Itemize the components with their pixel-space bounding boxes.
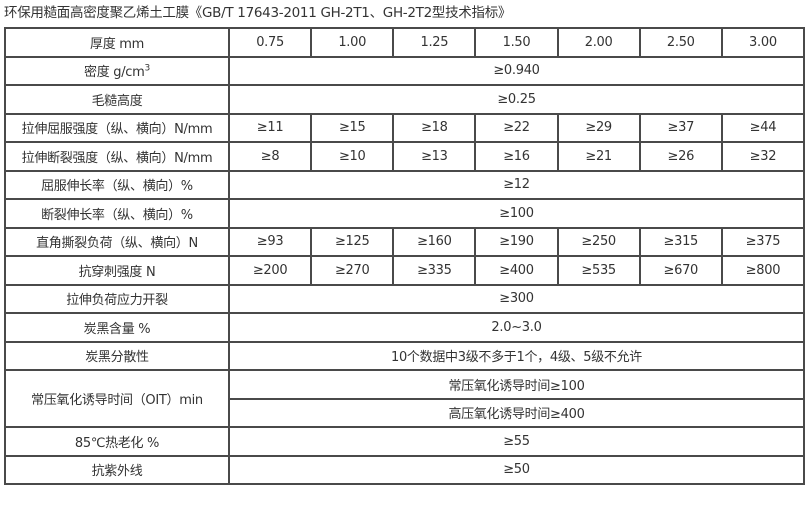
row-label: 密度 g/cm3 [4, 55, 230, 86]
value-cell: ≥125 [310, 226, 395, 257]
value-cell: ≥270 [310, 255, 395, 286]
value-cell: ≥29 [556, 112, 641, 143]
row-label: 抗紫外线 [4, 454, 230, 485]
value-cell: ≥18 [392, 112, 477, 143]
value-cell: ≥22 [474, 112, 559, 143]
spec-table: 厚度 mm 0.75 1.00 1.25 1.50 2.00 2.50 3.00 密度 g/cm… [4, 27, 806, 485]
document-title: 环保用糙面高密度聚乙烯土工膜《GB/T 17643-2011 GH-2T1、GH… [4, 5, 512, 21]
value-cell: ≥300 [228, 283, 805, 314]
value-cell: ≥16 [474, 141, 559, 172]
value-cell: 2.0~3.0 [228, 312, 805, 343]
value-cell: ≥100 [228, 198, 805, 229]
row-label: 断裂伸长率（纵、横向）% [4, 198, 230, 229]
thickness-cell: 3.00 [720, 27, 806, 58]
row-label: 85℃热老化 % [4, 426, 230, 457]
thickness-cell: 1.25 [392, 27, 477, 58]
row-label: 厚度 mm [4, 27, 230, 58]
row-label: 拉伸断裂强度（纵、横向）N/mm [4, 141, 230, 172]
thickness-cell: 0.75 [227, 27, 313, 58]
value-cell: ≥26 [638, 141, 723, 172]
row-label: 拉伸屈服强度（纵、横向）N/mm [4, 112, 230, 143]
value-cell: ≥50 [228, 454, 805, 485]
table-row: 炭黑分散性 10个数据中3级不多于1个，4级、5级不允许 [4, 340, 805, 371]
value-cell: ≥0.940 [228, 55, 805, 86]
value-cell: ≥375 [720, 226, 806, 257]
value-cell: ≥670 [638, 255, 723, 286]
row-label: 拉伸负荷应力开裂 [4, 283, 230, 314]
table-row: 断裂伸长率（纵、横向）% ≥100 [4, 198, 805, 229]
value-cell: 常压氧化诱导时间≥100 [228, 369, 805, 400]
table-row: 85℃热老化 % ≥55 [4, 426, 805, 457]
row-label: 炭黑含量 % [4, 312, 230, 343]
table-row: 拉伸断裂强度（纵、横向）N/mm ≥8 ≥10 ≥13 ≥16 ≥21 ≥26 ≥32 [4, 141, 806, 172]
value-cell: ≥93 [227, 226, 313, 257]
row-label: 炭黑分散性 [4, 340, 230, 371]
value-cell: ≥15 [310, 112, 395, 143]
thickness-cell: 1.00 [310, 27, 395, 58]
label-text: 密度 g/cm [84, 65, 145, 81]
value-cell: ≥535 [556, 255, 641, 286]
value-cell: ≥55 [228, 426, 805, 457]
value-cell: 高压氧化诱导时间≥400 [228, 397, 805, 428]
table-row: 密度 g/cm3 ≥0.940 [4, 55, 805, 86]
row-label: 毛糙高度 [4, 84, 230, 115]
thickness-cell: 2.00 [556, 27, 641, 58]
value-cell: ≥190 [474, 226, 559, 257]
value-cell: ≥8 [227, 141, 313, 172]
value-cell: ≥200 [227, 255, 313, 286]
table-row: 高压氧化诱导时间≥400 [5, 397, 805, 428]
table-row: 常压氧化诱导时间（OIT）min 常压氧化诱导时间≥100 [4, 369, 805, 428]
value-cell: ≥800 [720, 255, 806, 286]
table-row: 炭黑含量 % 2.0~3.0 [4, 312, 805, 343]
value-cell: ≥11 [227, 112, 313, 143]
value-cell: ≥0.25 [228, 84, 805, 115]
value-cell: ≥400 [474, 255, 559, 286]
value-cell: ≥160 [392, 226, 477, 257]
value-cell: ≥12 [228, 169, 805, 200]
thickness-cell: 1.50 [474, 27, 559, 58]
table-row: 抗穿刺强度 N ≥200 ≥270 ≥335 ≥400 ≥535 ≥670 ≥800 [4, 255, 806, 286]
value-cell: ≥44 [720, 112, 806, 143]
table-row: 抗紫外线 ≥50 [4, 454, 805, 485]
table-row: 拉伸屈服强度（纵、横向）N/mm ≥11 ≥15 ≥18 ≥22 ≥29 ≥37 ≥44 [4, 112, 806, 143]
thickness-cell: 2.50 [638, 27, 723, 58]
row-label: 常压氧化诱导时间（OIT）min [4, 369, 230, 428]
row-label: 抗穿刺强度 N [4, 255, 230, 286]
value-cell: ≥315 [638, 226, 723, 257]
value-cell: ≥37 [638, 112, 723, 143]
value-cell: 10个数据中3级不多于1个，4级、5级不允许 [228, 340, 805, 371]
table-row: 拉伸负荷应力开裂 ≥300 [4, 283, 805, 314]
value-cell: ≥335 [392, 255, 477, 286]
row-label: 直角撕裂负荷（纵、横向）N [4, 226, 230, 257]
value-cell: ≥21 [556, 141, 641, 172]
table-row: 毛糙高度 ≥0.25 [4, 84, 805, 115]
row-label: 屈服伸长率（纵、横向）% [4, 169, 230, 200]
value-cell: ≥250 [556, 226, 641, 257]
value-cell: ≥13 [392, 141, 477, 172]
table-row: 直角撕裂负荷（纵、横向）N ≥93 ≥125 ≥160 ≥190 ≥250 ≥315 ≥375 [4, 226, 806, 257]
value-cell: ≥32 [720, 141, 806, 172]
superscript: 3 [144, 63, 151, 74]
value-cell: ≥10 [310, 141, 395, 172]
table-row: 屈服伸长率（纵、横向）% ≥12 [4, 169, 805, 200]
header-row: 厚度 mm 0.75 1.00 1.25 1.50 2.00 2.50 3.00 [4, 27, 806, 58]
